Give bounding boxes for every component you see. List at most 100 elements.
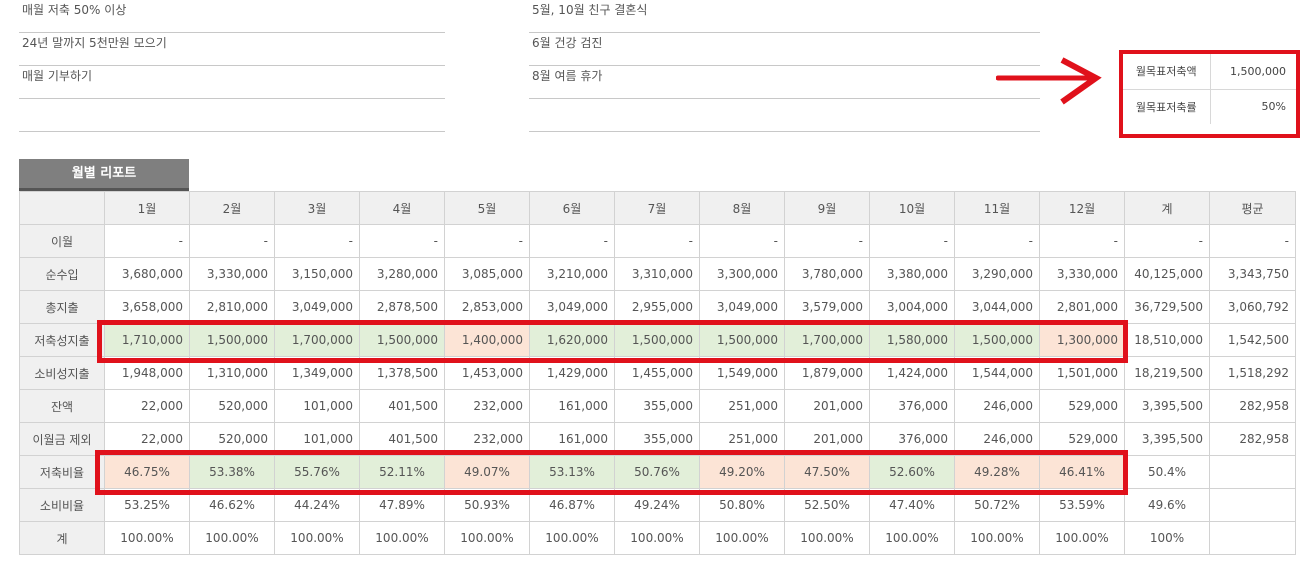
goal-item[interactable]	[19, 99, 445, 132]
table-cell[interactable]: 232,000	[444, 422, 530, 456]
goal-item[interactable]: 5월, 10월 친구 결혼식	[529, 0, 1040, 33]
table-cell[interactable]: -	[444, 224, 530, 258]
table-cell[interactable]: 3,049,000	[274, 290, 360, 324]
table-cell[interactable]: 1,948,000	[104, 356, 190, 390]
table-cell[interactable]: 1,518,292	[1209, 356, 1296, 390]
table-cell[interactable]: 1,500,000	[614, 323, 700, 357]
table-cell[interactable]: 50.76%	[614, 455, 700, 489]
table-cell[interactable]: 22,000	[104, 389, 190, 423]
table-cell[interactable]: 1,500,000	[359, 323, 445, 357]
table-cell[interactable]: 529,000	[1039, 389, 1125, 423]
table-cell[interactable]: 282,958	[1209, 422, 1296, 456]
table-cell[interactable]	[1209, 521, 1296, 555]
table-cell[interactable]: 246,000	[954, 422, 1040, 456]
tab-monthly-report[interactable]: 월별 리포트	[19, 159, 189, 191]
table-cell[interactable]: 40,125,000	[1124, 257, 1210, 291]
table-cell[interactable]: 1,500,000	[954, 323, 1040, 357]
table-cell[interactable]: 101,000	[274, 422, 360, 456]
table-cell[interactable]: 1,580,000	[869, 323, 955, 357]
table-cell[interactable]: 3,049,000	[529, 290, 615, 324]
table-cell[interactable]: 3,150,000	[274, 257, 360, 291]
table-cell[interactable]: -	[104, 224, 190, 258]
table-cell[interactable]: 3,060,792	[1209, 290, 1296, 324]
table-cell[interactable]: 401,500	[359, 422, 445, 456]
table-cell[interactable]: 1,500,000	[189, 323, 275, 357]
table-cell[interactable]	[1209, 488, 1296, 522]
table-cell[interactable]	[1209, 455, 1296, 489]
table-cell[interactable]: 1,542,500	[1209, 323, 1296, 357]
table-cell[interactable]: 232,000	[444, 389, 530, 423]
table-cell[interactable]: 100.00%	[274, 521, 360, 555]
table-cell[interactable]: 100%	[1124, 521, 1210, 555]
table-cell[interactable]: 100.00%	[444, 521, 530, 555]
table-cell[interactable]: -	[1124, 224, 1210, 258]
table-cell[interactable]: 201,000	[784, 422, 870, 456]
table-cell[interactable]: 1,620,000	[529, 323, 615, 357]
table-cell[interactable]: 100.00%	[359, 521, 445, 555]
table-cell[interactable]: 529,000	[1039, 422, 1125, 456]
table-cell[interactable]: 1,400,000	[444, 323, 530, 357]
goal-item[interactable]	[529, 99, 1040, 132]
table-cell[interactable]: 3,210,000	[529, 257, 615, 291]
target-rate-value[interactable]: 50%	[1261, 100, 1286, 114]
table-cell[interactable]: 3,004,000	[869, 290, 955, 324]
goal-item[interactable]: 매월 저축 50% 이상	[19, 0, 445, 33]
table-cell[interactable]: 100.00%	[869, 521, 955, 555]
goal-item[interactable]: 6월 건강 검진	[529, 33, 1040, 66]
table-cell[interactable]: -	[359, 224, 445, 258]
table-cell[interactable]: 1,429,000	[529, 356, 615, 390]
table-cell[interactable]: 49.28%	[954, 455, 1040, 489]
table-cell[interactable]: 49.07%	[444, 455, 530, 489]
table-cell[interactable]: 251,000	[699, 422, 785, 456]
table-cell[interactable]: 2,810,000	[189, 290, 275, 324]
table-cell[interactable]: 100.00%	[529, 521, 615, 555]
table-cell[interactable]: 53.38%	[189, 455, 275, 489]
table-cell[interactable]: 1,453,000	[444, 356, 530, 390]
table-cell[interactable]: -	[529, 224, 615, 258]
table-cell[interactable]: 355,000	[614, 389, 700, 423]
table-cell[interactable]: 52.11%	[359, 455, 445, 489]
table-cell[interactable]: 2,878,500	[359, 290, 445, 324]
table-cell[interactable]: 520,000	[189, 422, 275, 456]
table-cell[interactable]: 50.93%	[444, 488, 530, 522]
table-cell[interactable]: 3,395,500	[1124, 389, 1210, 423]
table-cell[interactable]: 3,395,500	[1124, 422, 1210, 456]
table-cell[interactable]: 282,958	[1209, 389, 1296, 423]
table-cell[interactable]: 53.59%	[1039, 488, 1125, 522]
table-cell[interactable]: 376,000	[869, 422, 955, 456]
table-cell[interactable]: 1,501,000	[1039, 356, 1125, 390]
table-cell[interactable]: 520,000	[189, 389, 275, 423]
table-cell[interactable]: 3,343,750	[1209, 257, 1296, 291]
table-cell[interactable]: 46.87%	[529, 488, 615, 522]
table-cell[interactable]: 101,000	[274, 389, 360, 423]
table-cell[interactable]: 36,729,500	[1124, 290, 1210, 324]
table-cell[interactable]: -	[954, 224, 1040, 258]
table-cell[interactable]: 1,424,000	[869, 356, 955, 390]
table-cell[interactable]: 50.72%	[954, 488, 1040, 522]
table-cell[interactable]: 47.40%	[869, 488, 955, 522]
table-cell[interactable]: 1,700,000	[784, 323, 870, 357]
table-cell[interactable]: 47.89%	[359, 488, 445, 522]
table-cell[interactable]: 355,000	[614, 422, 700, 456]
table-cell[interactable]: 1,879,000	[784, 356, 870, 390]
table-cell[interactable]: 100.00%	[784, 521, 870, 555]
table-cell[interactable]: 251,000	[699, 389, 785, 423]
table-cell[interactable]: -	[784, 224, 870, 258]
table-cell[interactable]: 3,280,000	[359, 257, 445, 291]
table-cell[interactable]: 3,330,000	[1039, 257, 1125, 291]
table-cell[interactable]: 3,780,000	[784, 257, 870, 291]
table-cell[interactable]: 100.00%	[954, 521, 1040, 555]
table-cell[interactable]: 53.25%	[104, 488, 190, 522]
table-cell[interactable]: -	[614, 224, 700, 258]
table-cell[interactable]: 3,044,000	[954, 290, 1040, 324]
table-cell[interactable]: 1,455,000	[614, 356, 700, 390]
table-cell[interactable]: 3,579,000	[784, 290, 870, 324]
table-cell[interactable]: 100.00%	[104, 521, 190, 555]
table-cell[interactable]: 18,219,500	[1124, 356, 1210, 390]
goal-item[interactable]: 매월 기부하기	[19, 66, 445, 99]
table-cell[interactable]: 3,300,000	[699, 257, 785, 291]
table-cell[interactable]: 100.00%	[699, 521, 785, 555]
table-cell[interactable]: 46.62%	[189, 488, 275, 522]
table-cell[interactable]: 201,000	[784, 389, 870, 423]
table-cell[interactable]: 49.6%	[1124, 488, 1210, 522]
